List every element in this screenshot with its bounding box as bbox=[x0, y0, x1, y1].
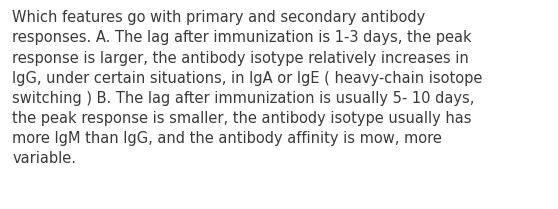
Text: Which features go with primary and secondary antibody
responses. A. The lag afte: Which features go with primary and secon… bbox=[12, 10, 483, 166]
